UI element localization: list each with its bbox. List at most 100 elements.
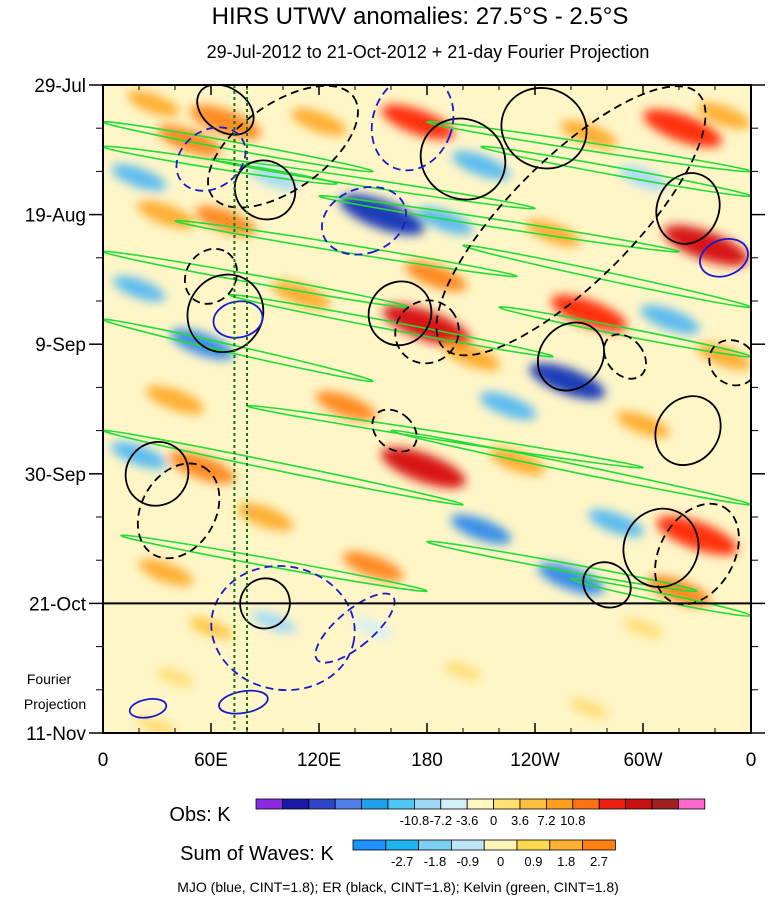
kelvin-contour bbox=[318, 195, 680, 253]
x-tick-label: 60E bbox=[194, 750, 228, 771]
obs-colorbar-tick-label: 0 bbox=[490, 813, 497, 828]
obs-colorbar-swatch bbox=[281, 798, 310, 810]
obs-colorbar-swatch bbox=[598, 798, 627, 810]
waves-colorbar-swatch bbox=[385, 839, 419, 851]
anomaly-blob bbox=[451, 151, 511, 180]
x-tick-label: 0 bbox=[98, 750, 109, 771]
y-tick-label: 29-Jul bbox=[34, 76, 86, 97]
anomaly-blob bbox=[444, 661, 482, 681]
er-contour bbox=[655, 172, 721, 245]
waves-colorbar: -2.7 -1.8 -0.9 0 0.9 1.8 2.7 bbox=[352, 839, 616, 869]
er-contour bbox=[183, 247, 239, 305]
er-contour bbox=[233, 159, 297, 221]
anomaly-blob bbox=[291, 108, 347, 136]
obs-colorbar-tick-label: -10.8 bbox=[400, 813, 430, 828]
anomaly-blob bbox=[383, 304, 471, 347]
anomaly-blob bbox=[271, 280, 331, 310]
chart-subtitle: 29-Jul-2012 to 21-Oct-2012 + 21-day Four… bbox=[207, 42, 650, 62]
x-tick-label: 120W bbox=[510, 750, 560, 771]
kelvin-contour bbox=[103, 429, 464, 506]
kelvin-contour bbox=[120, 534, 428, 593]
er-contour bbox=[239, 577, 291, 630]
obs-colorbar-tick-label: 10.8 bbox=[560, 813, 585, 828]
obs-colorbar-swatch bbox=[466, 798, 495, 810]
mjo-contour bbox=[370, 85, 455, 172]
er-contour bbox=[394, 299, 460, 365]
obs-colorbar-tick-label: -7.2 bbox=[430, 813, 452, 828]
er-contour bbox=[537, 321, 605, 392]
y-axis: 29-Jul 19-Aug 9-Sep 30-Sep 21-Oct 11-Nov bbox=[25, 76, 765, 745]
er-contour bbox=[603, 333, 647, 380]
anomaly-blob bbox=[342, 551, 404, 582]
y-tick-label: 30-Sep bbox=[25, 465, 86, 486]
obs-colorbar-swatch bbox=[572, 798, 600, 810]
x-tick-label: 180 bbox=[411, 750, 443, 771]
obs-colorbar-tick-label: -3.6 bbox=[456, 813, 478, 828]
anomaly-blob bbox=[127, 90, 180, 117]
obs-colorbar-swatch bbox=[440, 798, 468, 810]
waves-colorbar-tick-label: 1.8 bbox=[557, 854, 575, 869]
anomaly-blob bbox=[588, 509, 644, 537]
plot-area bbox=[103, 85, 751, 733]
anomaly-blob bbox=[136, 716, 178, 733]
kelvin-contour bbox=[210, 157, 536, 210]
anomaly-blob bbox=[479, 392, 537, 420]
anomaly-blob bbox=[647, 575, 711, 607]
anomaly-blob bbox=[137, 200, 195, 229]
kelvin-contour bbox=[390, 429, 751, 506]
projection-label-line2: Projection bbox=[24, 696, 86, 712]
er-contour bbox=[186, 273, 265, 354]
waves-colorbar-tick-label: 0.9 bbox=[524, 854, 542, 869]
waves-colorbar-swatch bbox=[352, 839, 387, 851]
er-contour bbox=[654, 395, 722, 466]
anomaly-blob bbox=[697, 102, 751, 129]
obs-colorbar-swatch bbox=[546, 798, 574, 810]
x-axis: 0 60E 120E 180 120W 60W 0 bbox=[98, 85, 756, 771]
mjo-contour bbox=[699, 237, 749, 278]
y-tick-label: 21-Oct bbox=[29, 594, 87, 615]
anomaly-blob bbox=[315, 391, 377, 421]
obs-colorbar-swatch bbox=[651, 798, 679, 810]
er-contour bbox=[136, 462, 221, 560]
anomaly-blob bbox=[560, 120, 618, 149]
anomaly-blob bbox=[236, 503, 294, 531]
kelvin-contour bbox=[480, 145, 751, 198]
mjo-contour bbox=[175, 126, 247, 192]
waves-colorbar-tick-label: -1.8 bbox=[424, 854, 446, 869]
obs-colorbar-tick-label: 3.6 bbox=[511, 813, 529, 828]
anomaly-blob bbox=[138, 559, 194, 586]
obs-colorbar-swatch bbox=[678, 798, 706, 810]
waves-colorbar-swatch bbox=[549, 839, 583, 851]
anomaly-blob bbox=[450, 514, 512, 545]
obs-colorbar-swatch bbox=[413, 798, 442, 810]
reference-lines bbox=[233, 85, 248, 733]
anomaly-blob bbox=[417, 207, 473, 235]
obs-colorbar-swatch bbox=[493, 798, 521, 810]
obs-colorbar-swatch bbox=[387, 798, 415, 810]
anomaly-blob bbox=[696, 343, 751, 370]
mjo-contour bbox=[321, 186, 407, 256]
waves-colorbar-swatch bbox=[516, 839, 551, 851]
anomaly-blob bbox=[568, 698, 610, 719]
er-contour bbox=[124, 440, 190, 507]
kelvin-contour bbox=[570, 577, 751, 617]
waves-colorbar-tick-label: -0.9 bbox=[457, 854, 479, 869]
kelvin-contour bbox=[426, 120, 751, 173]
mjo-contour bbox=[314, 592, 396, 664]
obs-colorbar-label: Obs: K bbox=[169, 804, 231, 826]
obs-colorbar-swatch bbox=[334, 798, 363, 810]
waves-colorbar-swatch bbox=[418, 839, 452, 851]
obs-colorbar-swatch bbox=[361, 798, 389, 810]
anomaly-blob bbox=[145, 385, 205, 414]
kelvin-contour bbox=[426, 540, 698, 593]
contours-legend: MJO (blue, CINT=1.8); ER (black, CINT=1.… bbox=[177, 879, 619, 895]
anomaly-blob bbox=[443, 342, 501, 371]
anomaly-blob bbox=[381, 447, 466, 488]
er-contour bbox=[500, 87, 588, 170]
anomaly-blob bbox=[381, 104, 455, 140]
anomaly-blob bbox=[189, 104, 262, 140]
er-contour bbox=[207, 85, 359, 209]
er-contour bbox=[654, 502, 740, 606]
anomaly-blob bbox=[352, 618, 394, 639]
